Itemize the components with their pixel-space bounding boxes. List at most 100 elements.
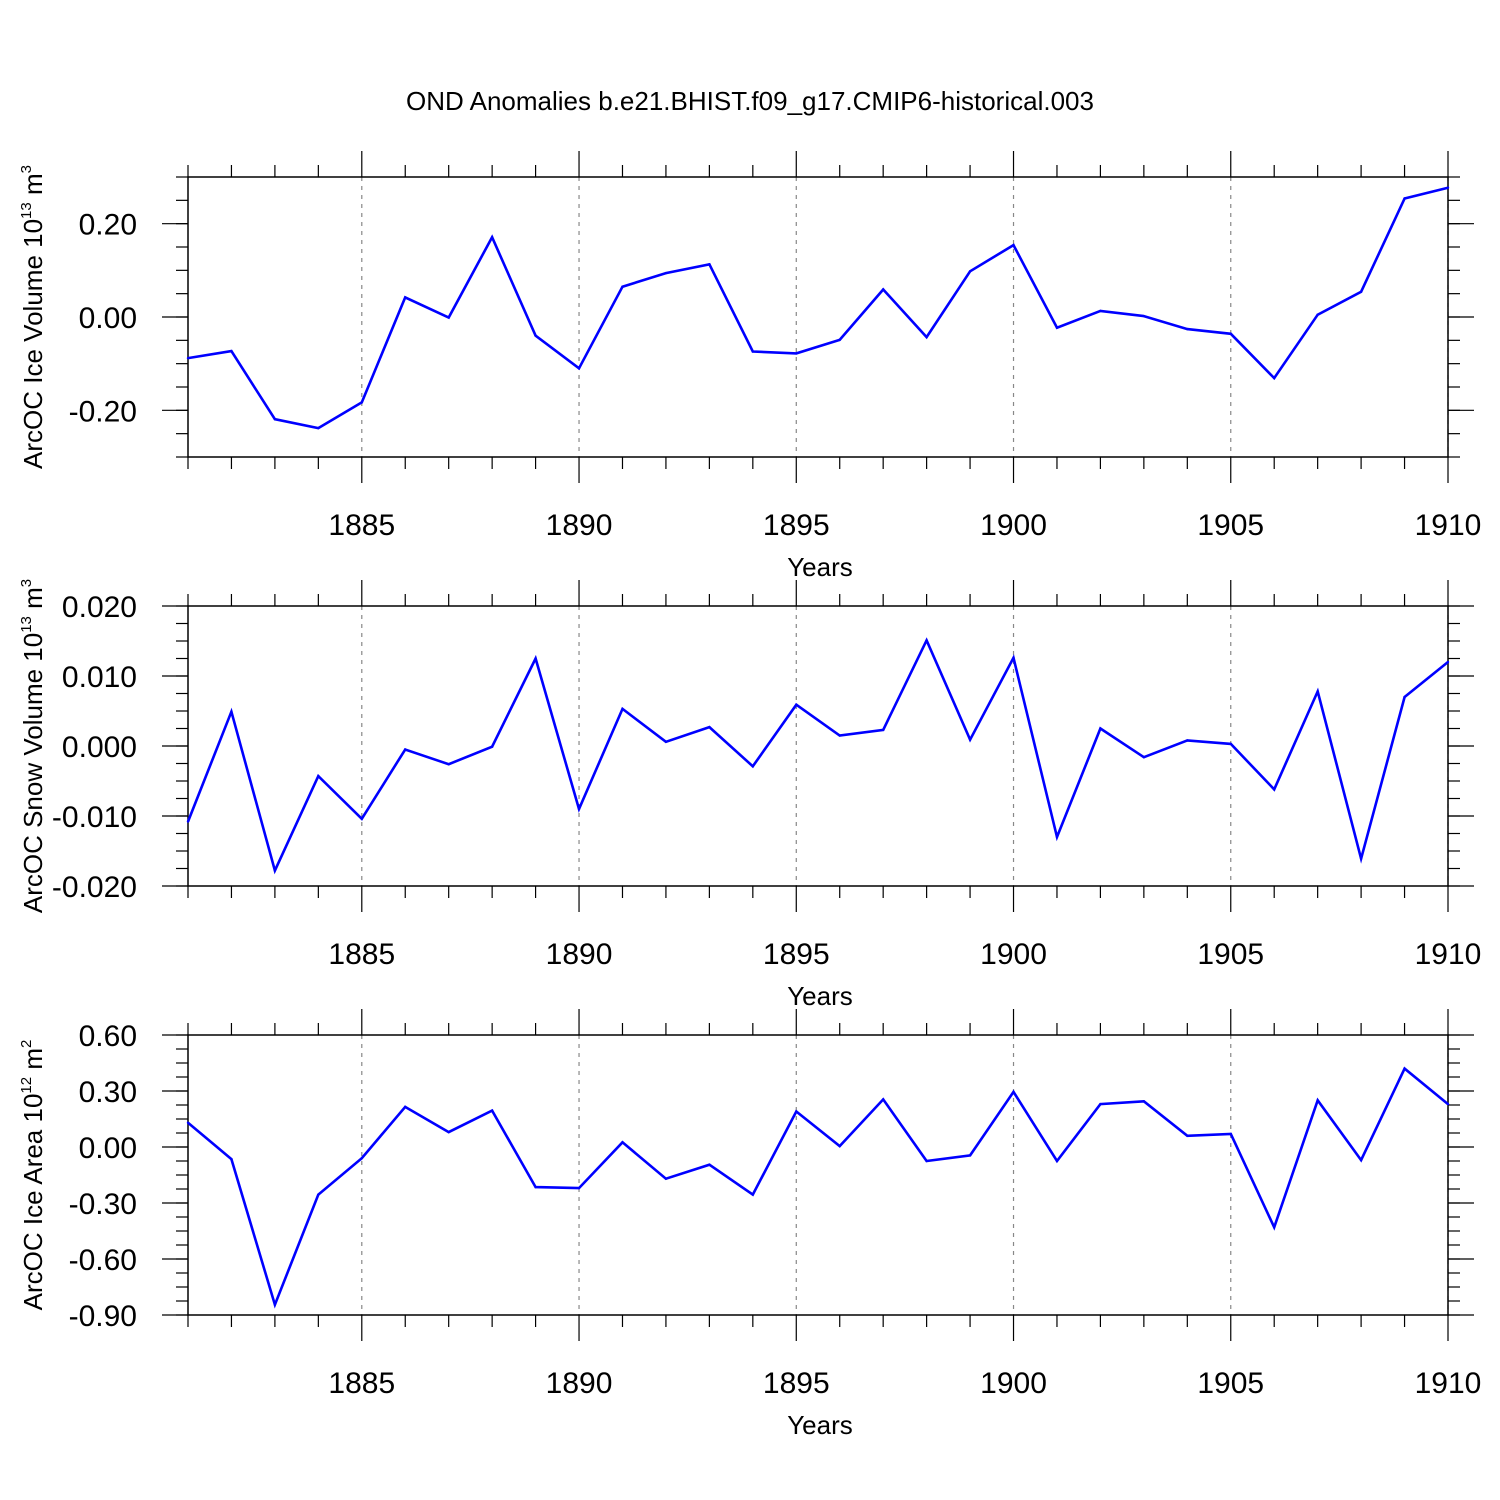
- y-tick-label-4: 0.020: [62, 591, 137, 624]
- data-point-1895: [795, 352, 798, 355]
- data-point-1891: [621, 285, 624, 288]
- data-point-1882: [230, 349, 233, 353]
- data-point-1893: [708, 263, 711, 266]
- figure-title: OND Anomalies b.e21.BHIST.f09_g17.CMIP6-…: [406, 86, 1094, 116]
- data-point-1908: [1359, 290, 1363, 293]
- data-point-1891: [621, 707, 624, 711]
- data-point-1886: [404, 296, 407, 299]
- data-point-1882: [230, 710, 233, 713]
- y-axis-label-text: ArcOC Ice Volume 10: [18, 219, 48, 469]
- data-point-1883: [273, 869, 277, 872]
- data-point-1889: [534, 657, 537, 660]
- y-axis-label: ArcOC Ice Area 1012 m2: [18, 1040, 48, 1311]
- x-tick-label-0: 1885: [328, 938, 395, 971]
- data-point-1905: [1229, 332, 1232, 335]
- y-axis-label-unit: m: [18, 173, 48, 202]
- data-point-1890: [577, 807, 581, 811]
- data-point-1906: [1273, 376, 1276, 380]
- data-point-1898: [925, 1159, 928, 1163]
- y-axis-label-unit: m: [18, 587, 48, 616]
- y-tick-label-2: 0.20: [79, 209, 137, 242]
- data-point-1904: [1186, 327, 1189, 331]
- data-point-1883: [273, 418, 277, 421]
- data-point-1901: [1055, 1159, 1059, 1163]
- y-tick-label-3: 0.010: [62, 661, 137, 694]
- data-point-1909: [1403, 197, 1406, 200]
- y-tick-label-0: -0.90: [69, 1300, 137, 1333]
- snow-volume-panel: 1885 1890 1895 1900 1905 1910 -0.020 -0.010 0.00…: [18, 579, 1481, 1011]
- y-axis-label-exponent: 13: [18, 616, 35, 633]
- data-point-1890: [577, 367, 581, 370]
- data-point-1884: [317, 426, 320, 430]
- x-tick-label-3: 1900: [980, 1367, 1047, 1400]
- data-point-1887: [447, 316, 450, 319]
- y-axis-label-text: ArcOC Ice Area 10: [18, 1094, 48, 1311]
- data-point-1891: [621, 1141, 624, 1144]
- data-point-1893: [708, 725, 711, 729]
- data-point-1884: [317, 1193, 320, 1196]
- ice-area-panel: 1885 1890 1895 1900 1905 1910 -0.90 -0.60 -0.30 0…: [18, 1009, 1481, 1440]
- data-point-1895: [795, 1110, 798, 1113]
- data-point-1881: [186, 1121, 190, 1124]
- y-tick-label-1: 0.00: [79, 302, 137, 335]
- data-point-1905: [1229, 742, 1232, 746]
- data-point-1907: [1316, 690, 1319, 693]
- data-point-1885: [360, 817, 363, 820]
- plot-frame: [187, 605, 1449, 887]
- data-point-1890: [577, 1186, 581, 1190]
- y-tick-label-0: -0.20: [69, 395, 137, 428]
- y-tick-label-0: -0.020: [52, 871, 137, 904]
- data-point-1898: [925, 639, 928, 642]
- x-tick-label-3: 1900: [980, 938, 1047, 971]
- data-point-1910: [1446, 1102, 1450, 1106]
- data-point-1888: [490, 1109, 494, 1112]
- data-point-1902: [1099, 309, 1102, 313]
- y-axis-label: ArcOC Snow Volume 1013 m3: [18, 579, 48, 913]
- data-point-1896: [838, 338, 841, 342]
- data-point-1902: [1099, 727, 1102, 730]
- y-axis-label-exponent: 13: [18, 202, 35, 219]
- data-point-1904: [1186, 1134, 1189, 1138]
- series-line: [186, 637, 1449, 875]
- data-point-1882: [230, 1157, 233, 1161]
- data-point-1906: [1273, 1226, 1276, 1229]
- x-axis-label: Years: [787, 552, 853, 582]
- data-point-1894: [751, 1193, 755, 1196]
- data-point-1898: [925, 335, 928, 339]
- data-point-1897: [881, 1098, 885, 1101]
- data-point-1887: [447, 1130, 450, 1134]
- data-point-1901: [1055, 835, 1059, 839]
- data-point-1888: [490, 236, 494, 239]
- data-point-1896: [838, 1144, 841, 1148]
- data-point-1908: [1359, 857, 1363, 860]
- data-point-1892: [664, 1177, 668, 1180]
- ice-volume-panel: 1885 1890 1895 1900 1905 1910 -0.20 0.00 0.20 Yea…: [18, 151, 1481, 582]
- data-point-1909: [1403, 1067, 1406, 1070]
- data-point-1900: [1012, 243, 1015, 247]
- data-point-1894: [751, 765, 755, 768]
- x-tick-label-4: 1905: [1197, 509, 1264, 542]
- y-tick-label-4: 0.30: [79, 1076, 137, 1109]
- data-point-1885: [360, 401, 363, 404]
- x-tick-label-0: 1885: [328, 509, 395, 542]
- data-point-1908: [1359, 1158, 1363, 1162]
- x-tick-label-1: 1890: [546, 1367, 613, 1400]
- data-point-1903: [1142, 1100, 1146, 1103]
- data-point-1900: [1012, 656, 1015, 659]
- plot-frame: [187, 176, 1449, 458]
- data-point-1907: [1316, 1099, 1319, 1102]
- data-point-1884: [317, 774, 320, 778]
- data-point-1899: [968, 738, 972, 741]
- data-point-1901: [1055, 326, 1059, 329]
- data-point-1897: [881, 728, 885, 732]
- series-line: [187, 1066, 1449, 1309]
- y-axis-label-unit: m: [18, 1048, 48, 1077]
- data-point-1904: [1186, 739, 1189, 742]
- data-point-1895: [795, 703, 798, 706]
- y-axis-label-unit-exponent: 3: [18, 165, 35, 173]
- plot-frame: [187, 1034, 1449, 1316]
- x-tick-label-1: 1890: [546, 509, 613, 542]
- x-tick-label-2: 1895: [763, 509, 830, 542]
- data-point-1886: [404, 1105, 407, 1109]
